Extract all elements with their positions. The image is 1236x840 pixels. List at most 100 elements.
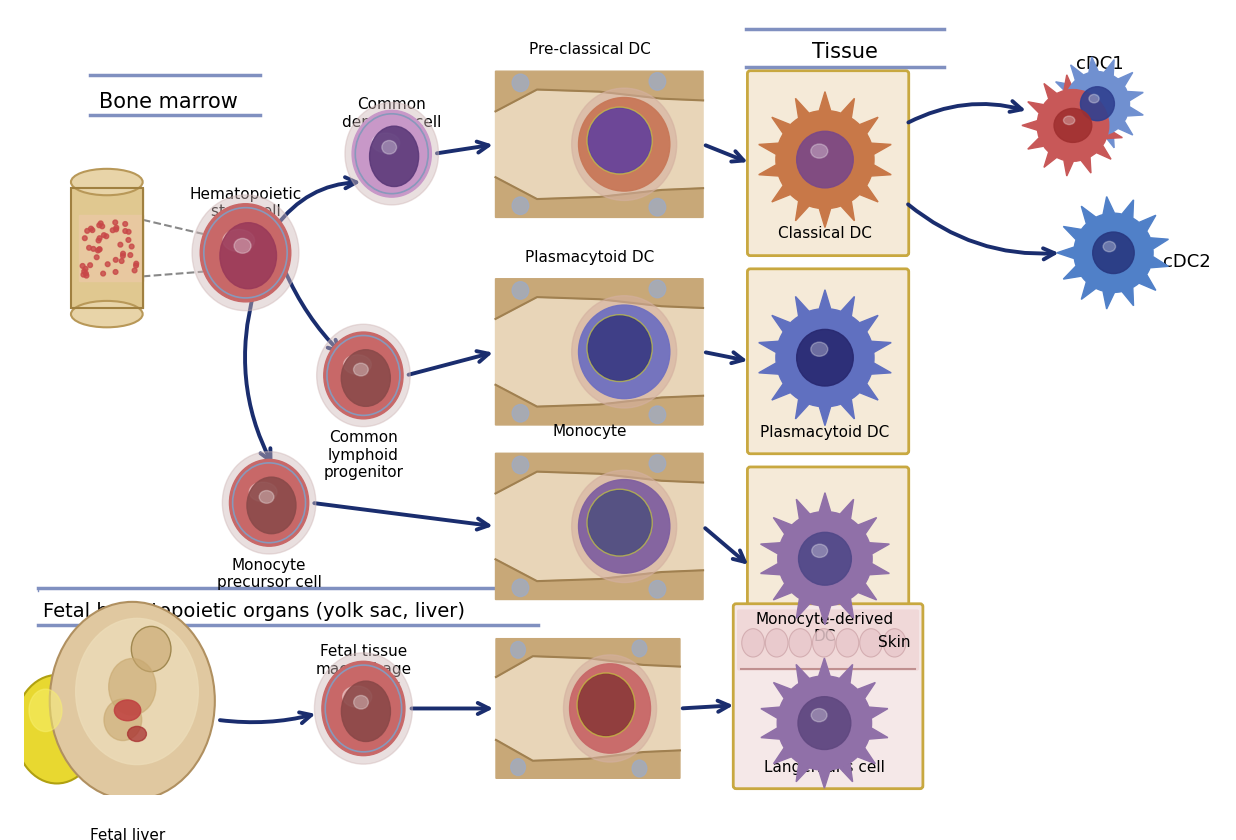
Ellipse shape: [100, 224, 105, 228]
Ellipse shape: [85, 228, 89, 234]
Polygon shape: [1082, 157, 1091, 173]
Polygon shape: [1127, 107, 1143, 116]
Polygon shape: [858, 517, 876, 533]
Ellipse shape: [222, 229, 255, 251]
Ellipse shape: [342, 686, 372, 707]
Ellipse shape: [250, 482, 277, 501]
Ellipse shape: [884, 628, 906, 657]
Polygon shape: [842, 98, 854, 118]
Polygon shape: [796, 202, 808, 221]
Ellipse shape: [512, 74, 529, 92]
Polygon shape: [1070, 65, 1083, 80]
Ellipse shape: [126, 238, 131, 242]
Ellipse shape: [649, 406, 666, 423]
Ellipse shape: [260, 491, 274, 503]
Text: Monocyte
precursor cell: Monocyte precursor cell: [216, 558, 321, 590]
Polygon shape: [871, 143, 891, 155]
Ellipse shape: [324, 332, 403, 419]
Ellipse shape: [101, 271, 105, 276]
Ellipse shape: [798, 533, 852, 585]
Ellipse shape: [83, 266, 88, 271]
Ellipse shape: [1063, 116, 1075, 124]
Ellipse shape: [345, 102, 439, 205]
Ellipse shape: [836, 628, 859, 657]
Polygon shape: [1070, 128, 1083, 143]
FancyBboxPatch shape: [748, 467, 908, 666]
Polygon shape: [1082, 78, 1091, 93]
Ellipse shape: [1080, 87, 1115, 121]
Ellipse shape: [578, 305, 670, 399]
Ellipse shape: [121, 251, 125, 256]
Ellipse shape: [344, 354, 371, 375]
Ellipse shape: [119, 259, 124, 264]
Ellipse shape: [353, 363, 368, 376]
Polygon shape: [1028, 102, 1043, 113]
Ellipse shape: [1065, 71, 1130, 136]
Ellipse shape: [811, 144, 828, 158]
Polygon shape: [858, 748, 875, 764]
Ellipse shape: [797, 131, 853, 188]
Ellipse shape: [127, 727, 146, 742]
Ellipse shape: [99, 221, 103, 226]
Polygon shape: [1044, 152, 1057, 167]
Polygon shape: [819, 290, 831, 308]
Text: Monocyte: Monocyte: [552, 424, 627, 439]
Polygon shape: [871, 341, 891, 352]
Ellipse shape: [382, 140, 397, 154]
Text: Plasmacytoid DC: Plasmacytoid DC: [525, 249, 655, 265]
Polygon shape: [860, 384, 878, 400]
Ellipse shape: [649, 454, 666, 472]
Polygon shape: [1056, 81, 1072, 93]
Polygon shape: [774, 517, 791, 533]
Ellipse shape: [577, 674, 634, 736]
Ellipse shape: [860, 628, 883, 657]
Ellipse shape: [811, 709, 827, 722]
Ellipse shape: [572, 470, 676, 583]
Text: Pre-classical DC: Pre-classical DC: [529, 42, 650, 57]
Polygon shape: [774, 584, 791, 600]
Polygon shape: [760, 543, 780, 554]
Ellipse shape: [587, 315, 651, 381]
Polygon shape: [870, 543, 890, 554]
Text: Common
lymphoid
progenitor: Common lymphoid progenitor: [324, 430, 403, 480]
Ellipse shape: [84, 273, 89, 278]
Polygon shape: [496, 297, 703, 407]
Ellipse shape: [777, 676, 871, 770]
Polygon shape: [839, 664, 853, 683]
Polygon shape: [1127, 92, 1143, 101]
Ellipse shape: [777, 512, 873, 606]
Polygon shape: [771, 118, 790, 134]
Polygon shape: [759, 363, 779, 374]
Ellipse shape: [133, 263, 138, 268]
FancyBboxPatch shape: [748, 71, 908, 255]
Polygon shape: [1089, 135, 1099, 150]
Ellipse shape: [353, 696, 368, 709]
Polygon shape: [1119, 122, 1132, 135]
Ellipse shape: [230, 459, 309, 546]
Ellipse shape: [812, 544, 828, 558]
Polygon shape: [774, 748, 791, 764]
Ellipse shape: [109, 659, 156, 715]
Ellipse shape: [115, 700, 141, 721]
Text: Fetal hematopoietic organs (yolk sac, liver): Fetal hematopoietic organs (yolk sac, li…: [43, 602, 465, 621]
Polygon shape: [1082, 282, 1095, 299]
Ellipse shape: [122, 228, 127, 234]
Polygon shape: [1122, 200, 1133, 218]
Ellipse shape: [811, 342, 828, 356]
Ellipse shape: [28, 689, 62, 732]
Polygon shape: [796, 599, 810, 618]
Polygon shape: [79, 215, 142, 281]
Ellipse shape: [578, 480, 670, 573]
Polygon shape: [796, 664, 810, 683]
Polygon shape: [496, 385, 703, 425]
Polygon shape: [1151, 257, 1168, 268]
Polygon shape: [860, 315, 878, 332]
Polygon shape: [1044, 83, 1057, 98]
Ellipse shape: [1089, 94, 1099, 102]
Polygon shape: [1051, 99, 1065, 108]
Ellipse shape: [572, 88, 676, 201]
Ellipse shape: [512, 579, 529, 596]
Ellipse shape: [132, 268, 137, 273]
Polygon shape: [771, 384, 790, 400]
Polygon shape: [870, 564, 890, 575]
